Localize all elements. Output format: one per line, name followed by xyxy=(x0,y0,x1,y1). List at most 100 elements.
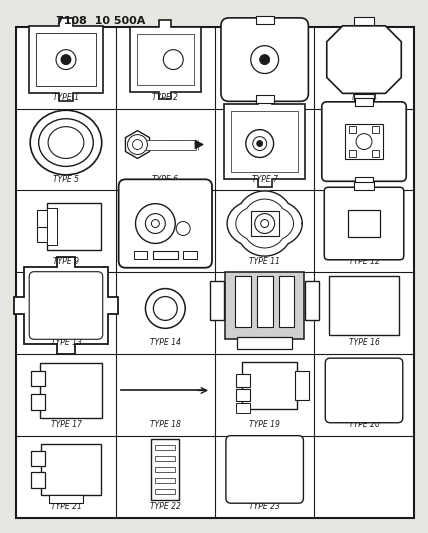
Bar xyxy=(225,272,304,340)
FancyBboxPatch shape xyxy=(29,272,103,340)
Polygon shape xyxy=(327,26,401,93)
Polygon shape xyxy=(130,20,201,99)
Bar xyxy=(210,281,224,320)
Polygon shape xyxy=(227,191,302,256)
Text: TYPE 20: TYPE 20 xyxy=(348,421,380,430)
Bar xyxy=(36,33,96,86)
Text: TYPE 8: TYPE 8 xyxy=(351,174,377,183)
Bar xyxy=(345,124,383,159)
Circle shape xyxy=(251,46,279,74)
Circle shape xyxy=(255,214,275,233)
Text: TYPE 5: TYPE 5 xyxy=(53,174,79,183)
Text: TYPE 4: TYPE 4 xyxy=(351,93,377,102)
Bar xyxy=(71,128,85,157)
Circle shape xyxy=(146,214,165,233)
Bar xyxy=(349,150,356,157)
Bar xyxy=(236,390,250,401)
Polygon shape xyxy=(29,18,103,101)
Circle shape xyxy=(176,222,190,236)
Bar xyxy=(31,472,45,488)
Text: TYPE 2: TYPE 2 xyxy=(152,93,178,102)
Bar xyxy=(354,17,374,25)
Circle shape xyxy=(246,130,273,157)
Bar xyxy=(306,281,319,320)
Circle shape xyxy=(163,50,183,69)
Ellipse shape xyxy=(30,110,102,175)
Bar xyxy=(354,94,374,102)
Bar xyxy=(31,370,45,386)
Circle shape xyxy=(133,140,143,150)
Circle shape xyxy=(128,135,147,155)
Bar xyxy=(49,495,83,503)
Bar xyxy=(355,177,373,185)
Circle shape xyxy=(152,220,159,228)
Bar xyxy=(134,252,147,259)
FancyBboxPatch shape xyxy=(226,435,303,503)
Text: TYPE 18: TYPE 18 xyxy=(150,421,181,430)
Text: TYPE 22: TYPE 22 xyxy=(150,503,181,511)
Bar xyxy=(37,227,51,243)
Bar xyxy=(155,478,175,483)
FancyBboxPatch shape xyxy=(324,187,404,260)
Polygon shape xyxy=(125,131,149,158)
Bar xyxy=(251,211,279,237)
FancyBboxPatch shape xyxy=(322,102,406,181)
Bar xyxy=(329,276,399,335)
Bar xyxy=(155,467,175,472)
Text: TYPE 12: TYPE 12 xyxy=(348,256,380,265)
Bar xyxy=(231,111,298,172)
Text: TYPE 23: TYPE 23 xyxy=(249,503,280,511)
Circle shape xyxy=(153,296,177,320)
Bar xyxy=(145,140,196,150)
Bar xyxy=(153,252,178,259)
Text: TYPE 14: TYPE 14 xyxy=(150,338,181,348)
Bar xyxy=(41,443,101,495)
Circle shape xyxy=(61,55,71,64)
Text: TYPE 19: TYPE 19 xyxy=(249,421,280,430)
Circle shape xyxy=(146,288,185,328)
Polygon shape xyxy=(224,96,306,187)
Bar xyxy=(155,456,175,461)
Bar xyxy=(295,370,309,400)
Bar xyxy=(47,203,101,251)
Bar xyxy=(47,208,57,245)
Bar xyxy=(31,394,45,410)
Circle shape xyxy=(260,55,270,64)
Bar xyxy=(155,489,175,494)
FancyBboxPatch shape xyxy=(221,18,309,101)
Bar xyxy=(348,209,380,237)
Text: TYPE 7: TYPE 7 xyxy=(252,174,278,183)
Polygon shape xyxy=(14,257,118,354)
Bar xyxy=(145,142,196,148)
Bar xyxy=(37,209,51,228)
Bar xyxy=(279,276,294,327)
Text: TYPE 16: TYPE 16 xyxy=(348,338,380,348)
Bar xyxy=(372,150,379,157)
Text: 7108  10 500A: 7108 10 500A xyxy=(56,15,146,26)
Bar xyxy=(137,34,194,85)
Circle shape xyxy=(261,220,269,228)
Ellipse shape xyxy=(48,127,84,158)
Text: TYPE 10: TYPE 10 xyxy=(150,256,181,265)
Bar xyxy=(256,95,273,103)
Circle shape xyxy=(56,50,76,69)
Polygon shape xyxy=(32,465,44,473)
Bar xyxy=(372,126,379,133)
Circle shape xyxy=(253,136,267,150)
Bar xyxy=(235,276,251,327)
Text: TYPE 13: TYPE 13 xyxy=(51,338,81,348)
Text: TYPE 6: TYPE 6 xyxy=(152,174,178,183)
Ellipse shape xyxy=(39,119,93,166)
Bar xyxy=(31,450,45,466)
Text: TYPE 3: TYPE 3 xyxy=(252,93,278,102)
Text: TYPE 21: TYPE 21 xyxy=(51,503,81,511)
Circle shape xyxy=(257,141,263,147)
Bar xyxy=(152,439,179,500)
Text: TYPE 1: TYPE 1 xyxy=(53,93,79,102)
Bar xyxy=(257,276,273,327)
Bar xyxy=(40,363,102,418)
Bar xyxy=(183,252,197,259)
Bar xyxy=(155,445,175,450)
Bar xyxy=(354,182,374,190)
Circle shape xyxy=(136,204,175,244)
